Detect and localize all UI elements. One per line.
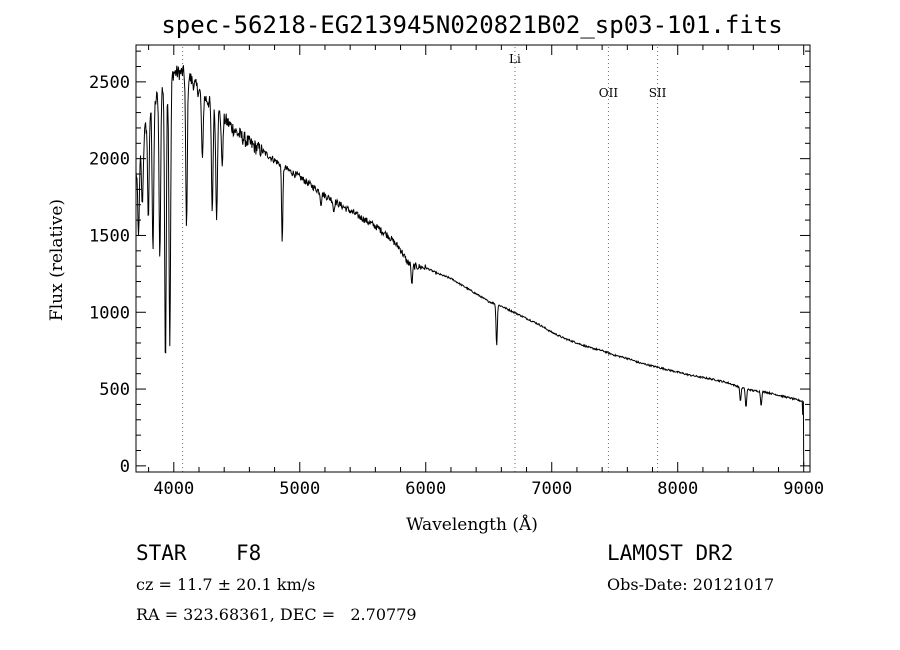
- x-tick-label: 7000: [531, 479, 572, 499]
- object-subclass: F8: [236, 541, 261, 565]
- y-tick-label: 1500: [89, 226, 130, 246]
- y-axis-label: Flux (relative): [47, 199, 67, 321]
- coordinates-label: RA = 323.68361, DEC = 2.70779: [136, 605, 417, 624]
- redshift-label: cz = 11.7 ± 20.1 km/s: [136, 575, 315, 594]
- x-axis-label: Wavelength (Å): [406, 514, 538, 535]
- y-tick-label: 2500: [89, 73, 130, 93]
- y-tick-label: 500: [99, 380, 130, 400]
- y-tick-label: 1000: [89, 303, 130, 323]
- reference-lines: Li OII SII: [182, 47, 667, 472]
- reference-line-label: SII: [649, 86, 667, 100]
- x-axis-ticks: 4000 5000 6000 7000 8000 9000: [148, 45, 824, 499]
- x-tick-label: 5000: [279, 479, 320, 499]
- y-axis-ticks: 0 500 1000 1500 2000 2500: [89, 50, 810, 477]
- spectrum-line: [135, 65, 805, 466]
- object-class: STAR: [136, 541, 187, 565]
- survey-label: LAMOST DR2: [607, 541, 733, 565]
- x-tick-label: 6000: [405, 479, 446, 499]
- y-tick-label: 0: [120, 457, 130, 477]
- reference-line-label: Li: [509, 52, 521, 66]
- x-tick-label: 8000: [657, 479, 698, 499]
- x-tick-label: 4000: [153, 479, 194, 499]
- reference-line-label: OII: [599, 86, 619, 100]
- plot-frame: [135, 44, 811, 473]
- y-tick-label: 2000: [89, 150, 130, 170]
- x-tick-label: 9000: [783, 479, 824, 499]
- plot-area: Li OII SII: [135, 44, 811, 473]
- obs-date-label: Obs-Date: 20121017: [607, 575, 774, 594]
- chart-title: spec-56218-EG213945N020821B02_sp03-101.f…: [161, 11, 782, 39]
